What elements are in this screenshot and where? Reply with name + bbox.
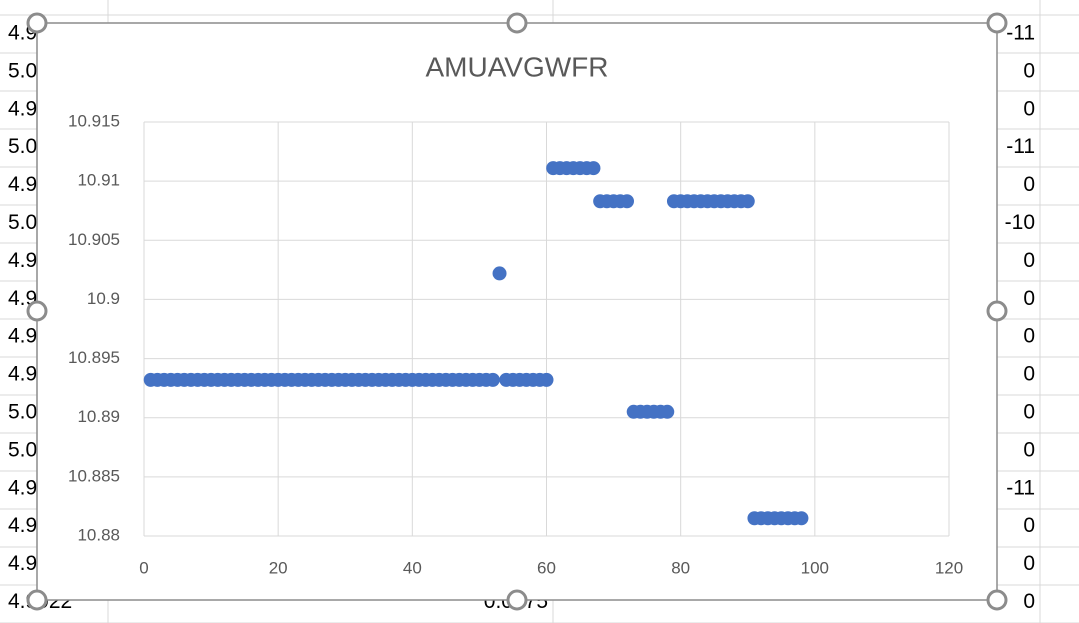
x-tick-label: 40 (403, 558, 422, 577)
cell[interactable]: 4.9 (8, 552, 37, 575)
cell[interactable]: 0 (1023, 325, 1035, 348)
selection-handles (26, 12, 1008, 611)
cell[interactable]: 0 (1023, 173, 1035, 196)
y-tick-label: 10.91 (77, 171, 120, 190)
cell[interactable]: -11 (1006, 22, 1035, 45)
cell[interactable]: 5.0 (8, 59, 37, 82)
x-tick-label: 20 (269, 558, 288, 577)
cell[interactable]: 5.0 (8, 135, 37, 158)
x-tick-label: 0 (139, 558, 148, 577)
point (660, 404, 675, 419)
cell[interactable]: 0 (1023, 363, 1035, 386)
resize-handle[interactable] (26, 589, 48, 611)
cell[interactable]: 0 (1023, 249, 1035, 272)
y-tick-label: 10.9 (87, 289, 120, 308)
cell[interactable]: -11 (1006, 135, 1035, 158)
resize-handle[interactable] (506, 12, 528, 34)
point (794, 511, 809, 526)
resize-handle[interactable] (986, 300, 1008, 322)
point (586, 161, 601, 176)
cell[interactable]: -10 (1005, 211, 1035, 234)
point (485, 372, 500, 387)
plot-area: 10.88 10.885 10.89 10.895 10.9 10.905 10.91 10.… (68, 111, 963, 577)
cell[interactable]: 0 (1023, 401, 1035, 424)
chart-frame[interactable] (36, 22, 998, 601)
resize-handle[interactable] (986, 12, 1008, 34)
x-tick-label: 60 (537, 558, 556, 577)
cell[interactable]: 0 (1023, 514, 1035, 537)
point (492, 266, 507, 281)
resize-handle[interactable] (506, 589, 528, 611)
cell[interactable]: 5.0 (8, 211, 37, 234)
cell[interactable]: 4.9 (8, 173, 37, 196)
cell[interactable]: 0 (1023, 97, 1035, 120)
cell[interactable]: -11 (1006, 476, 1035, 499)
cell[interactable]: 4.9 (8, 476, 37, 499)
cell[interactable]: 4.9 (8, 363, 37, 386)
cell[interactable]: 0 (1023, 59, 1035, 82)
point (620, 194, 634, 209)
x-tick-label: 100 (801, 558, 829, 577)
cell[interactable]: 4.9 (8, 249, 37, 272)
cell[interactable]: 0 (1023, 438, 1035, 461)
y-tick-label: 10.915 (68, 111, 120, 130)
resize-handle[interactable] (26, 12, 48, 34)
resize-handle[interactable] (26, 300, 48, 322)
point (539, 372, 554, 387)
point (740, 194, 755, 209)
cell[interactable]: 4.9 (8, 514, 37, 537)
cell[interactable]: 0 (1023, 590, 1035, 613)
cell[interactable]: 5.0 (8, 401, 37, 424)
cell[interactable]: 4.9 (8, 97, 37, 120)
cell[interactable]: 4.9 (8, 325, 37, 348)
y-tick-label: 10.885 (68, 466, 120, 485)
resize-handle[interactable] (986, 589, 1008, 611)
y-tick-label: 10.88 (77, 525, 120, 544)
chart-title: AMUAVGWFR (425, 51, 608, 82)
x-tick-label: 120 (935, 558, 963, 577)
cell[interactable]: 0 (1023, 552, 1035, 575)
y-tick-label: 10.905 (68, 230, 120, 249)
y-tick-label: 10.89 (77, 407, 120, 426)
x-tick-label: 80 (671, 558, 690, 577)
y-tick-label: 10.895 (68, 348, 120, 367)
cell[interactable]: 5.0 (8, 438, 37, 461)
cell[interactable]: 0 (1023, 287, 1035, 310)
